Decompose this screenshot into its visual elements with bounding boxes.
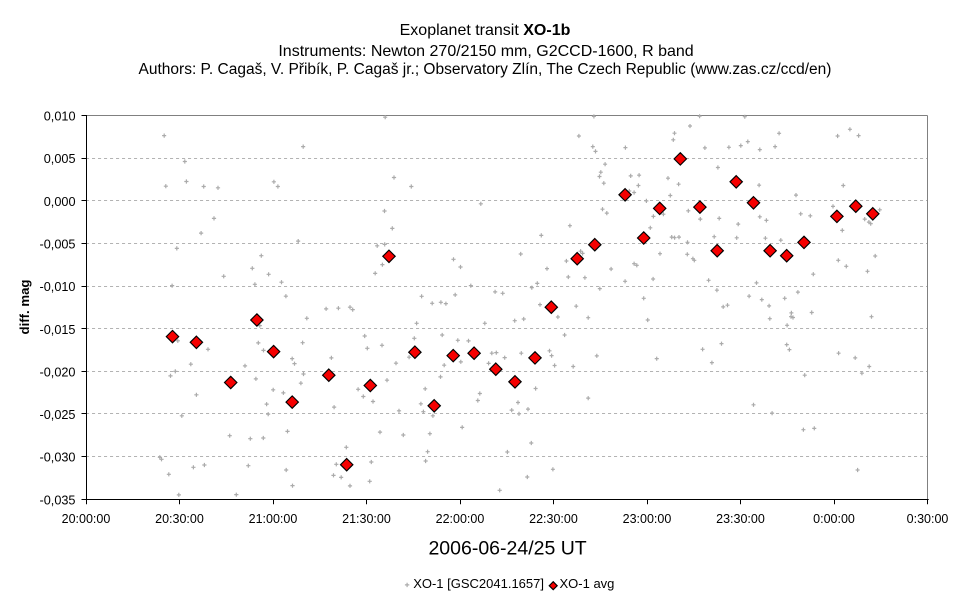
svg-text:diff. mag: diff. mag — [17, 280, 32, 335]
svg-text:-0,035: -0,035 — [40, 493, 76, 507]
svg-text:XO-1 [GSC2041.1657]: XO-1 [GSC2041.1657] — [413, 576, 544, 591]
svg-text:0,010: 0,010 — [44, 110, 76, 124]
svg-text:0:00:00: 0:00:00 — [813, 512, 855, 526]
svg-text:0,000: 0,000 — [44, 195, 76, 209]
svg-text:22:00:00: 22:00:00 — [436, 512, 485, 526]
svg-text:23:30:00: 23:30:00 — [716, 512, 765, 526]
svg-text:Authors: P. Cagaš, V. Přibík,: Authors: P. Cagaš, V. Přibík, P. Cagaš j… — [139, 61, 832, 78]
svg-text:0,005: 0,005 — [44, 152, 76, 166]
svg-text:Instruments: Newton 270/2150 m: Instruments: Newton 270/2150 mm, G2CCD-1… — [278, 43, 693, 60]
svg-text:-0,030: -0,030 — [40, 451, 76, 465]
svg-text:21:30:00: 21:30:00 — [342, 512, 391, 526]
svg-text:-0,010: -0,010 — [40, 280, 76, 294]
svg-text:XO-1 avg: XO-1 avg — [560, 576, 615, 591]
svg-text:23:00:00: 23:00:00 — [623, 512, 672, 526]
svg-text:-0,005: -0,005 — [40, 238, 76, 252]
svg-text:0:30:00: 0:30:00 — [907, 512, 949, 526]
svg-text:-0,020: -0,020 — [40, 365, 76, 379]
svg-text:Exoplanet transit XO-1b: Exoplanet transit XO-1b — [400, 22, 571, 39]
svg-text:-0,025: -0,025 — [40, 408, 76, 422]
svg-text:22:30:00: 22:30:00 — [529, 512, 578, 526]
svg-text:20:00:00: 20:00:00 — [62, 512, 111, 526]
svg-text:21:00:00: 21:00:00 — [249, 512, 298, 526]
svg-text:-0,015: -0,015 — [40, 323, 76, 337]
svg-text:20:30:00: 20:30:00 — [155, 512, 204, 526]
svg-text:2006-06-24/25 UT: 2006-06-24/25 UT — [428, 537, 586, 559]
